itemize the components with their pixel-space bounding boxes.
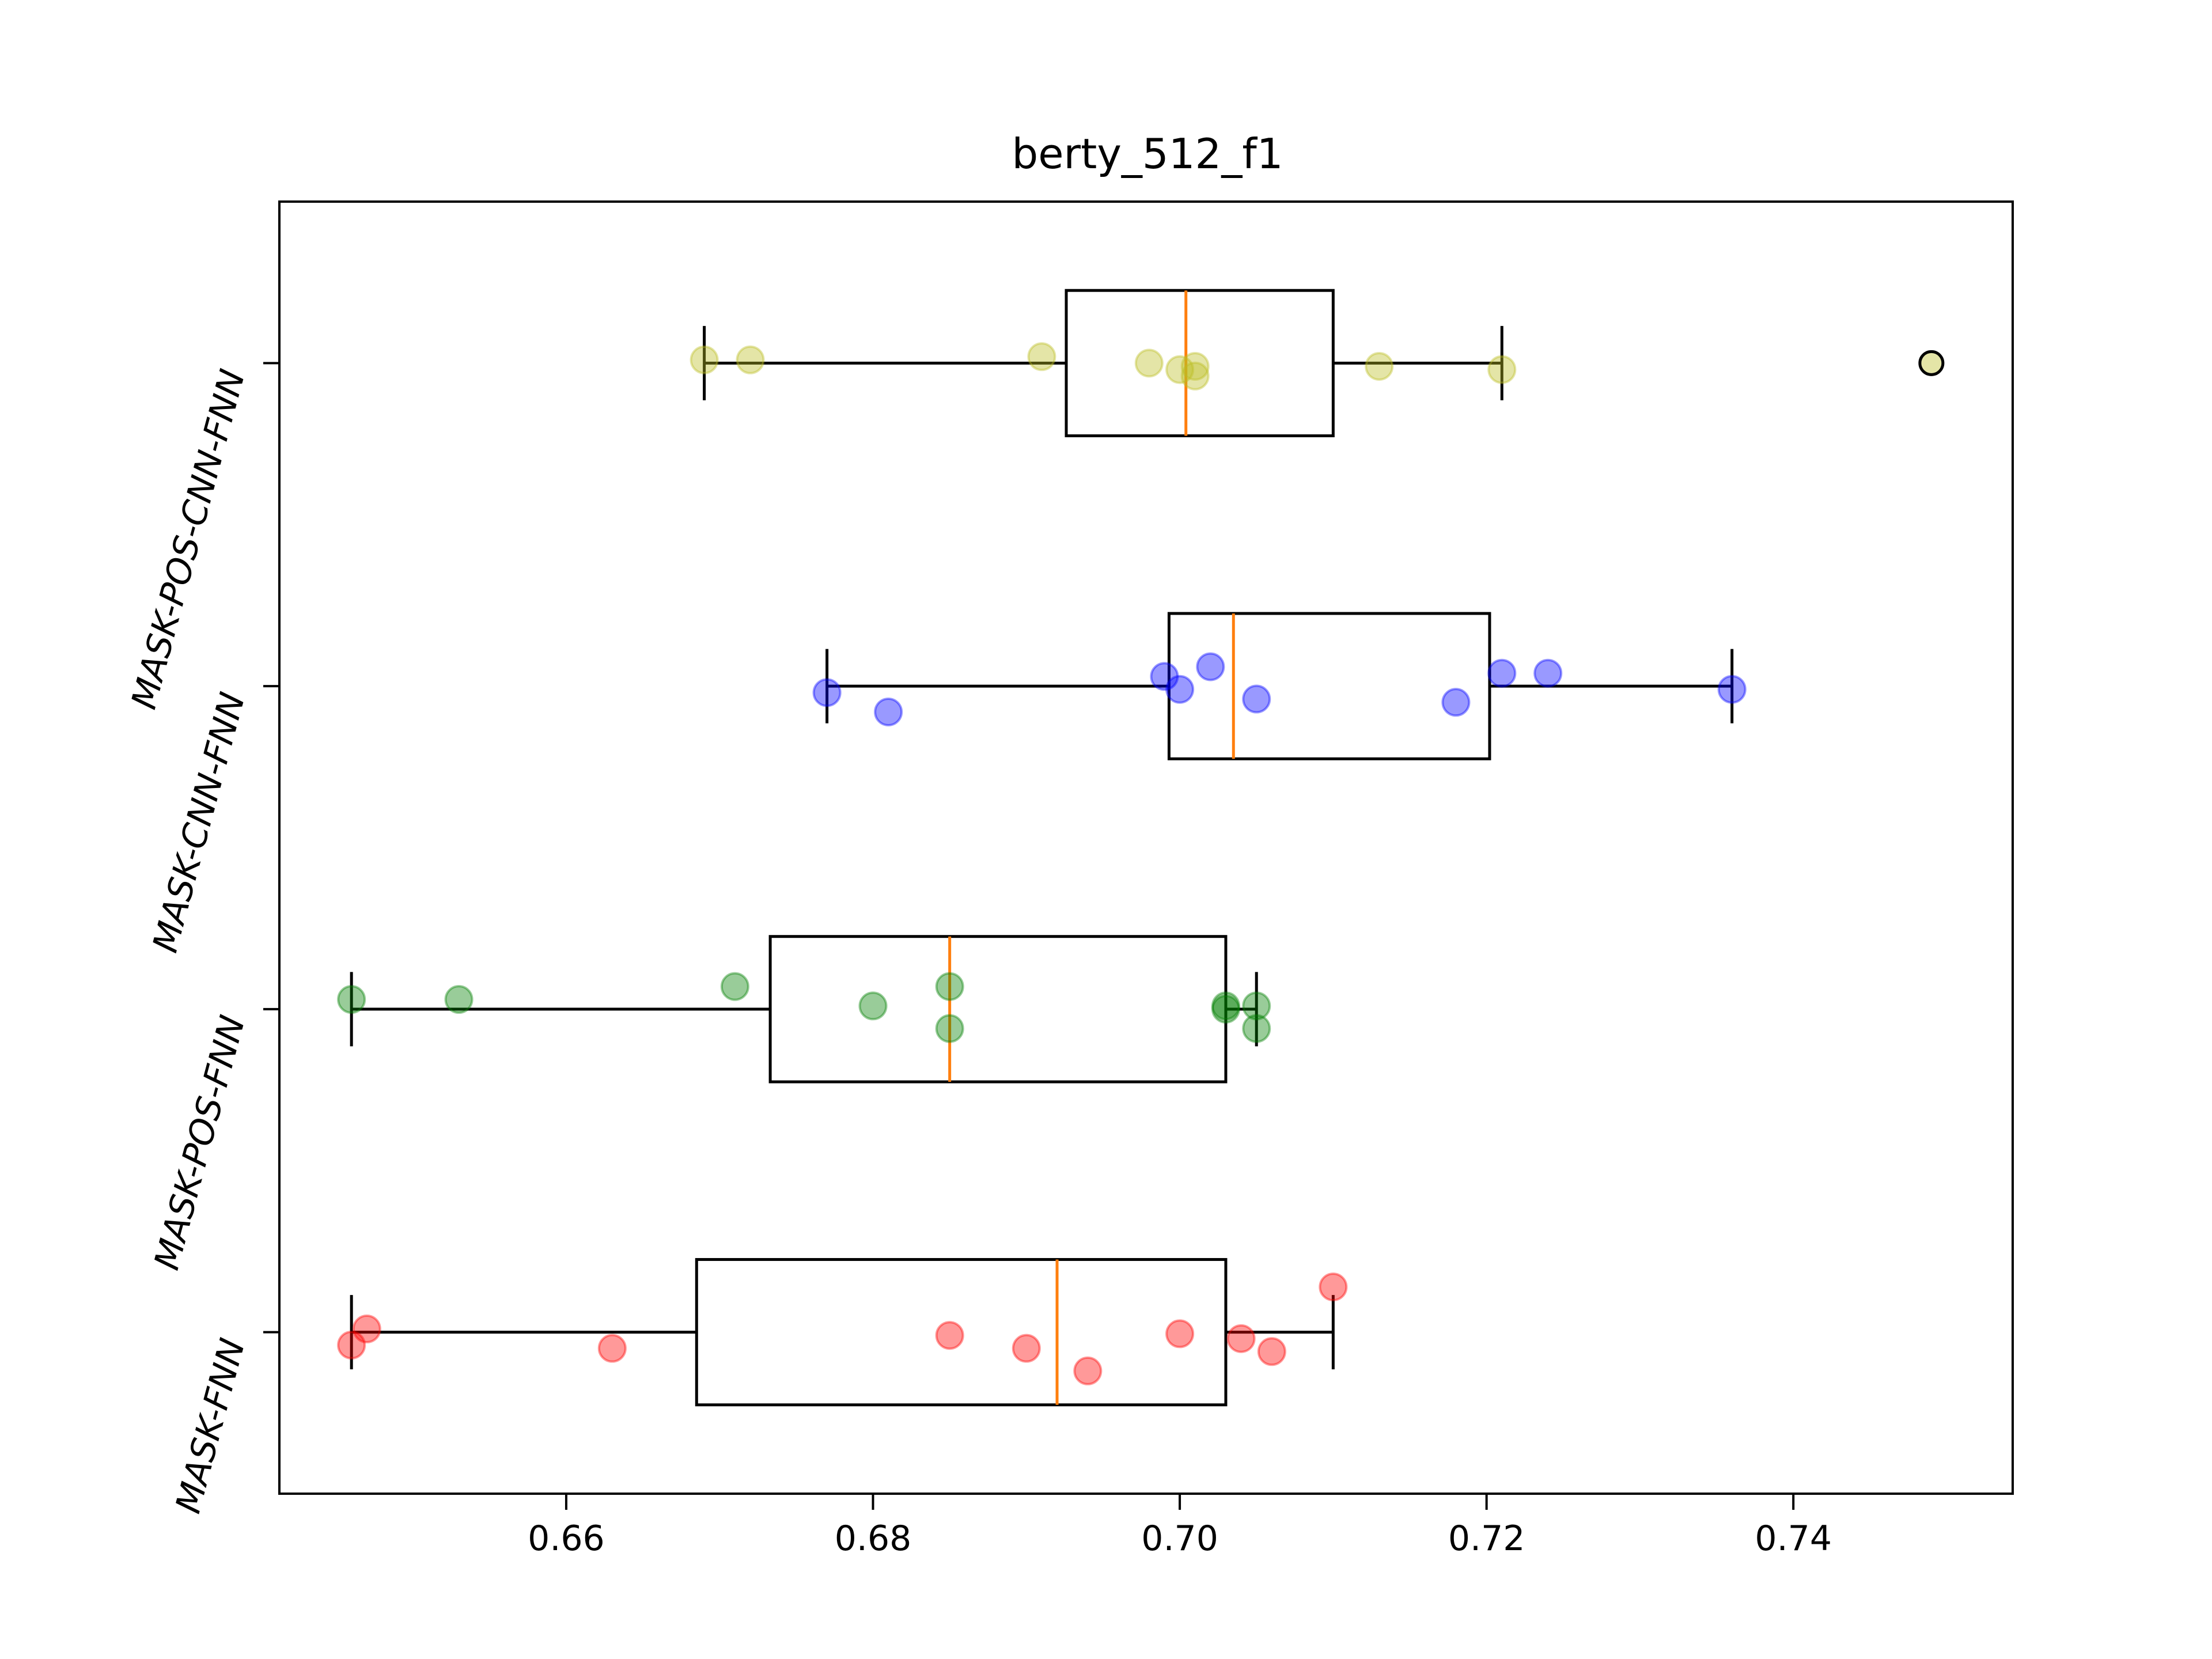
data-point	[1365, 351, 1394, 381]
series-mask-pos-fnn	[337, 935, 1271, 1084]
x-tick-label: 0.66	[528, 1518, 605, 1559]
data-point	[1196, 652, 1225, 681]
x-tick-label: 0.72	[1448, 1518, 1525, 1559]
box-iqr	[768, 935, 1228, 1084]
x-tick-label: 0.68	[835, 1518, 912, 1559]
data-point	[1211, 994, 1240, 1024]
data-point	[935, 1321, 964, 1350]
box-iqr	[1065, 289, 1335, 438]
data-point	[812, 678, 842, 707]
data-point	[736, 345, 765, 374]
data-point	[874, 697, 903, 726]
data-point	[337, 985, 366, 1014]
data-point	[337, 1331, 366, 1360]
data-point	[1165, 355, 1195, 384]
plot-area	[337, 289, 1945, 1407]
data-point	[935, 972, 964, 1001]
data-point	[1319, 1272, 1348, 1302]
x-tick-label: 0.74	[1755, 1518, 1832, 1559]
axes-frame	[278, 200, 2014, 1495]
data-point	[1717, 675, 1747, 704]
data-point	[1211, 991, 1240, 1021]
data-point	[858, 991, 888, 1021]
series-mask-fnn	[337, 1257, 1348, 1407]
data-point	[1441, 688, 1471, 717]
data-point	[1487, 355, 1517, 384]
outlier-fill	[1919, 351, 1943, 375]
outlier-point	[1918, 350, 1945, 376]
data-point	[690, 345, 719, 374]
data-point	[1012, 1334, 1041, 1363]
box-iqr	[1167, 612, 1491, 760]
data-point	[1180, 351, 1210, 381]
data-point	[1242, 684, 1271, 714]
series-mask-pos-cnn-fnn	[690, 289, 1945, 438]
chart-title: berty_512_f1	[1012, 130, 1283, 178]
data-point	[1226, 1324, 1256, 1353]
data-point	[720, 972, 749, 1001]
data-point	[1150, 662, 1179, 691]
data-point	[1165, 1319, 1195, 1349]
data-point	[444, 985, 474, 1014]
x-tick-label: 0.70	[1141, 1518, 1218, 1559]
data-point	[1134, 349, 1164, 378]
data-point	[1027, 342, 1056, 372]
box-iqr	[695, 1257, 1228, 1407]
data-point	[1073, 1356, 1103, 1385]
data-point	[1242, 1014, 1271, 1043]
data-point	[1242, 991, 1271, 1021]
data-point	[1257, 1337, 1286, 1366]
data-point	[935, 1014, 964, 1043]
series-mask-cnn-fnn	[812, 612, 1747, 760]
data-point	[1533, 658, 1563, 688]
data-point	[1165, 675, 1195, 704]
data-point	[597, 1334, 627, 1363]
data-point	[1180, 361, 1210, 391]
data-point	[352, 1315, 381, 1344]
data-point	[1487, 658, 1517, 688]
